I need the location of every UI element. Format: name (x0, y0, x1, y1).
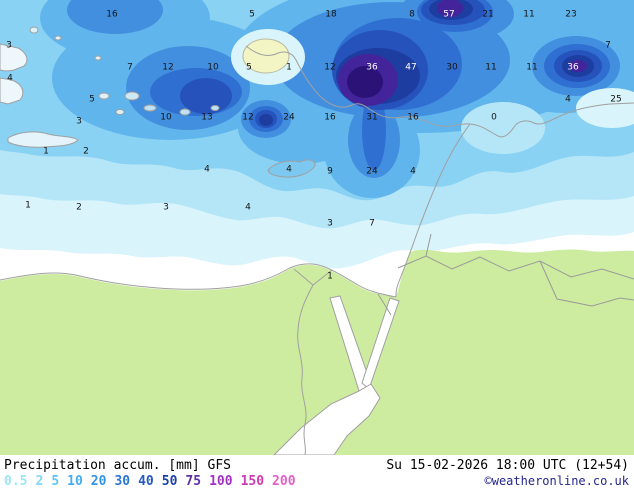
legend-value: 5 (51, 474, 60, 489)
levant-coast (395, 123, 471, 298)
turkey-coast (245, 45, 634, 138)
map-title: Precipitation accum. [mm] GFS (4, 458, 231, 473)
rhodes-island (124, 91, 140, 101)
legend-value: 30 (114, 474, 131, 489)
island (115, 109, 125, 115)
footer-scale-row: 0.5 2 5 10 20 30 40 50 75 100 150 200 ©weatheronlin… (4, 474, 629, 489)
legend-value: 200 (272, 474, 296, 489)
saudi-border (539, 260, 634, 307)
nile-delta (293, 268, 333, 286)
red-sea (273, 295, 400, 455)
jordan-saudi-border (397, 255, 634, 280)
legend-value: 20 (90, 474, 107, 489)
island (179, 108, 191, 116)
legend-value: 10 (67, 474, 83, 489)
jordan-border (425, 233, 432, 257)
map-datetime: Su 15-02-2026 18:00 UTC (12+54) (386, 458, 629, 473)
egypt-israel-border (377, 293, 392, 316)
aegean-island (54, 35, 62, 41)
coastlines (0, 45, 634, 298)
precipitation-field (0, 0, 634, 269)
aegean-island (94, 55, 102, 61)
copyright: ©weatheronline.co.uk (484, 474, 630, 488)
legend-value: 2 (35, 474, 44, 489)
karpathos-island (98, 92, 110, 100)
nile-river (293, 268, 333, 455)
footer-title-row: Precipitation accum. [mm] GFS Su 15-02-2… (4, 458, 629, 473)
aegean-island (29, 26, 39, 34)
greece-mainland (0, 43, 28, 72)
country-borders (377, 233, 634, 316)
legend-value: 100 (209, 474, 233, 489)
islands (0, 26, 316, 178)
island (210, 105, 220, 111)
land-mass (0, 249, 634, 455)
crete-island (7, 131, 79, 148)
greece-mainland-2 (0, 77, 24, 105)
map-area: 16 5 18 8 57 21 11 23 3 7 7 12 10 5 1 12 36 47 30 11 11 36 4 5 4… (0, 0, 634, 455)
precipitation-map (0, 0, 634, 455)
dry-yellow-patch (242, 38, 290, 74)
legend-footer: Precipitation accum. [mm] GFS Su 15-02-2… (0, 455, 634, 490)
island (143, 104, 157, 112)
color-scale: 0.5 2 5 10 20 30 40 50 75 100 150 200 (4, 474, 304, 489)
cyprus-island (267, 159, 316, 178)
egypt-coast (0, 263, 397, 298)
legend-value: 50 (161, 474, 178, 489)
legend-value: 0.5 (4, 474, 28, 489)
legend-value: 40 (138, 474, 154, 489)
legend-value: 150 (240, 474, 265, 489)
legend-value: 75 (185, 474, 202, 489)
